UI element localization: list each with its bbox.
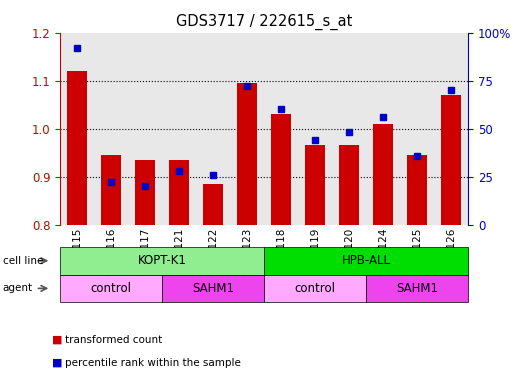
- Bar: [339, 146, 359, 225]
- Bar: [203, 184, 223, 225]
- Bar: [407, 155, 427, 225]
- Text: SAHM1: SAHM1: [192, 282, 234, 295]
- Bar: [135, 160, 155, 225]
- Text: control: control: [90, 282, 132, 295]
- Text: KOPT-K1: KOPT-K1: [138, 254, 187, 267]
- Text: agent: agent: [3, 283, 33, 293]
- Text: ■: ■: [52, 358, 63, 368]
- Bar: [271, 114, 291, 225]
- Text: transformed count: transformed count: [65, 335, 163, 345]
- Text: ■: ■: [52, 335, 63, 345]
- Bar: [441, 95, 461, 225]
- Bar: [67, 71, 87, 225]
- Text: percentile rank within the sample: percentile rank within the sample: [65, 358, 241, 368]
- Bar: [169, 160, 189, 225]
- Bar: [237, 83, 257, 225]
- Bar: [101, 155, 121, 225]
- Bar: [373, 124, 393, 225]
- Text: HPB-ALL: HPB-ALL: [342, 254, 391, 267]
- Text: control: control: [294, 282, 336, 295]
- Bar: [305, 146, 325, 225]
- Title: GDS3717 / 222615_s_at: GDS3717 / 222615_s_at: [176, 14, 353, 30]
- Text: SAHM1: SAHM1: [396, 282, 438, 295]
- Text: cell line: cell line: [3, 256, 43, 266]
